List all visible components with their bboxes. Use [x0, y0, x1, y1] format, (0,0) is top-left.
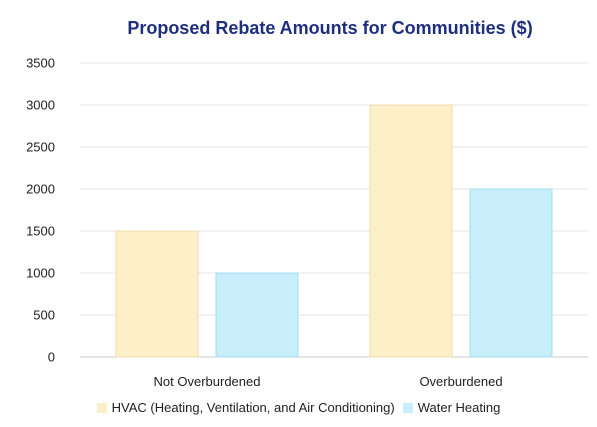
- chart-legend: HVAC (Heating, Ventilation, and Air Cond…: [0, 400, 597, 415]
- legend-swatch: [96, 402, 107, 413]
- legend-label: Water Heating: [417, 400, 501, 415]
- x-category-label: Overburdened: [419, 374, 502, 389]
- bar-water-heating-0: [215, 272, 299, 358]
- y-tick-label: 1500: [26, 224, 55, 239]
- chart-title: Proposed Rebate Amounts for Communities …: [127, 18, 533, 38]
- y-tick-label: 3500: [26, 56, 55, 71]
- legend-swatch: [402, 402, 413, 413]
- y-tick-label: 2000: [26, 182, 55, 197]
- legend-item: HVAC (Heating, Ventilation, and Air Cond…: [96, 400, 395, 415]
- x-category-label: Not Overburdened: [154, 374, 261, 389]
- y-tick-label: 500: [33, 308, 55, 323]
- bar-hvac-1: [369, 104, 453, 358]
- bar-water-heating-1: [469, 188, 553, 358]
- y-tick-label: 1000: [26, 266, 55, 281]
- y-tick-label: 3000: [26, 98, 55, 113]
- legend-item: Water Heating: [402, 400, 501, 415]
- y-tick-label: 2500: [26, 140, 55, 155]
- bar-hvac-0: [115, 230, 199, 358]
- y-tick-label: 0: [48, 350, 55, 365]
- legend-label: HVAC (Heating, Ventilation, and Air Cond…: [111, 400, 395, 415]
